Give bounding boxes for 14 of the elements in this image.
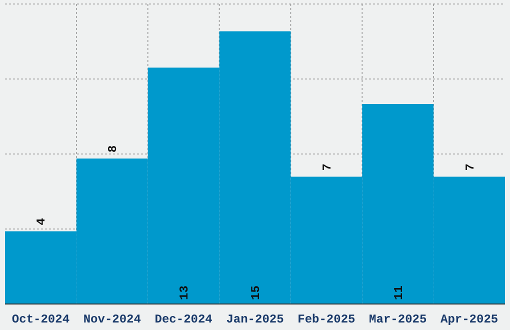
data-label: 15	[249, 286, 263, 300]
data-label: 11	[392, 286, 406, 300]
data-label: 8	[106, 145, 120, 153]
x-tick-label: Apr-2025	[440, 312, 498, 327]
data-label: 7	[320, 164, 334, 171]
x-tick-label: Jan-2025	[226, 312, 284, 327]
data-label: 7	[463, 164, 478, 171]
x-tick-label: Mar-2025	[369, 312, 427, 327]
data-label: 13	[178, 286, 192, 300]
x-tick-label: Feb-2025	[298, 312, 356, 327]
data-label: 4	[34, 218, 49, 226]
x-tick-label: Dec-2024	[154, 312, 212, 327]
x-tick-label: Nov-2024	[83, 312, 141, 327]
x-tick-label: Oct-2024	[12, 312, 70, 327]
